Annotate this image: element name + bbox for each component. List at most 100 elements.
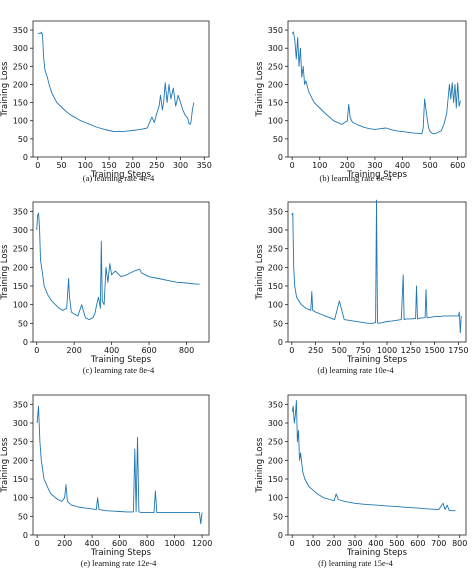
x-axis-label: Training Steps	[90, 548, 152, 558]
y-tick-label: 250	[13, 438, 28, 447]
plot-frame	[287, 201, 467, 343]
training-loss-line	[37, 31, 195, 133]
plot-frame	[32, 20, 210, 158]
plot-frame	[287, 394, 467, 536]
x-tick-label: 1500	[424, 346, 444, 355]
y-tick-label: 150	[13, 475, 28, 484]
y-axis-label: Training Loss	[0, 244, 10, 300]
y-axis-label: Training Loss	[255, 244, 265, 300]
y-tick-label: 100	[13, 117, 28, 126]
training-loss-line	[291, 31, 461, 135]
x-tick-label: 0	[35, 539, 40, 548]
y-tick-label: 200	[268, 263, 283, 272]
chart-svg-c: 0 50 100 150 200 250 300 350 0 200 400 600 800 Traini…	[0, 201, 210, 365]
x-tick-label: 50	[56, 161, 66, 170]
x-tick-label: 600	[112, 539, 127, 548]
x-tick-label: 1200	[192, 539, 212, 548]
y-tick-label: 150	[13, 282, 28, 291]
chart-panel-b: 0 50 100 150 200 250 300 350 0 100 200 300 400 500 600…	[237, 0, 474, 192]
x-tick-label: 350	[197, 161, 212, 170]
x-axis-label: Training Steps	[346, 355, 408, 365]
x-tick-label: 800	[452, 539, 467, 548]
y-tick-label: 250	[268, 438, 283, 447]
x-tick-label: 1750	[448, 346, 468, 355]
y-tick-label: 150	[268, 99, 283, 108]
plot-frame	[32, 394, 210, 536]
x-tick-label: 1000	[164, 539, 184, 548]
x-tick-label: 250	[149, 161, 164, 170]
y-tick-label: 0	[278, 153, 283, 162]
x-tick-label: 0	[290, 539, 295, 548]
x-tick-label: 200	[326, 539, 341, 548]
y-tick-label: 200	[268, 456, 283, 465]
x-tick-label: 400	[104, 346, 119, 355]
x-tick-label: 400	[368, 539, 383, 548]
y-tick-label: 350	[268, 400, 283, 409]
x-tick-label: 0	[290, 161, 295, 170]
training-loss-line	[291, 199, 462, 334]
y-tick-label: 50	[273, 512, 283, 521]
x-axis-label: Training Steps	[90, 355, 152, 365]
x-tick-label: 600	[450, 161, 465, 170]
y-tick-label: 200	[13, 263, 28, 272]
y-tick-label: 300	[268, 419, 283, 428]
y-tick-label: 100	[268, 117, 283, 126]
y-tick-label: 50	[18, 135, 28, 144]
chart-panel-c: 0 50 100 150 200 250 300 350 0 200 400 600 800 Traini…	[0, 192, 237, 384]
chart-caption-a: (a) learning rate 4e-4	[82, 173, 155, 183]
y-tick-label: 300	[13, 419, 28, 428]
x-tick-label: 600	[141, 346, 156, 355]
y-tick-label: 350	[268, 207, 283, 216]
y-tick-label: 300	[13, 226, 28, 235]
y-tick-label: 50	[18, 512, 28, 521]
chart-caption-d: (d) learning rate 10e-4	[317, 365, 394, 375]
x-tick-label: 0	[34, 346, 39, 355]
chart-panel-a: 0 50 100 150 200 250 300 350 0 50 100 150 200 250 300 3…	[0, 0, 237, 192]
chart-panel-f: 0 50 100 150 200 250 300 350 0 100 200 300 400 500 600…	[237, 385, 474, 577]
x-tick-label: 100	[78, 161, 93, 170]
x-tick-label: 150	[101, 161, 116, 170]
chart-svg-e: 0 50 100 150 200 250 300 350 0 200 400 600 800 1000 12…	[0, 394, 212, 558]
training-loss-line	[36, 212, 200, 321]
training-loss-line	[291, 400, 456, 512]
y-tick-label: 300	[268, 44, 283, 53]
y-tick-label: 350	[268, 26, 283, 35]
y-tick-label: 100	[268, 494, 283, 503]
y-tick-label: 350	[13, 400, 28, 409]
y-tick-label: 200	[268, 80, 283, 89]
y-tick-label: 100	[268, 301, 283, 310]
chart-panel-d: 0 50 100 150 200 250 300 350 0 250 500 750 1000 1250 1…	[237, 192, 474, 384]
chart-svg-a: 0 50 100 150 200 250 300 350 0 50 100 150 200 250 300 3…	[0, 20, 212, 180]
y-tick-label: 0	[23, 531, 28, 540]
x-tick-label: 800	[179, 346, 194, 355]
chart-caption-b: (b) learning rate 6e-4	[319, 173, 392, 183]
x-tick-label: 1250	[401, 346, 421, 355]
y-tick-label: 50	[18, 319, 28, 328]
chart-caption-c: (c) learning rate 8e-4	[82, 365, 155, 375]
x-tick-label: 100	[312, 161, 327, 170]
x-tick-label: 750	[356, 346, 371, 355]
x-tick-label: 500	[422, 161, 437, 170]
y-tick-label: 50	[273, 319, 283, 328]
x-tick-label: 100	[305, 539, 320, 548]
y-tick-label: 300	[268, 226, 283, 235]
x-tick-label: 0	[289, 346, 294, 355]
x-tick-label: 1000	[377, 346, 397, 355]
y-axis-label: Training Loss	[255, 437, 265, 493]
y-tick-label: 250	[268, 62, 283, 71]
y-tick-label: 100	[13, 494, 28, 503]
plot-frame	[32, 201, 210, 343]
x-tick-label: 300	[367, 161, 382, 170]
x-tick-label: 400	[84, 539, 99, 548]
x-tick-label: 200	[125, 161, 140, 170]
y-tick-label: 0	[23, 338, 28, 347]
x-tick-label: 0	[35, 161, 40, 170]
x-axis-label: Training Steps	[346, 170, 408, 180]
chart-caption-e: (e) learning rate 12e-4	[80, 558, 157, 568]
y-tick-label: 250	[13, 245, 28, 254]
y-tick-label: 300	[13, 44, 28, 53]
y-tick-label: 0	[278, 531, 283, 540]
x-tick-label: 200	[67, 346, 82, 355]
y-tick-label: 150	[268, 282, 283, 291]
